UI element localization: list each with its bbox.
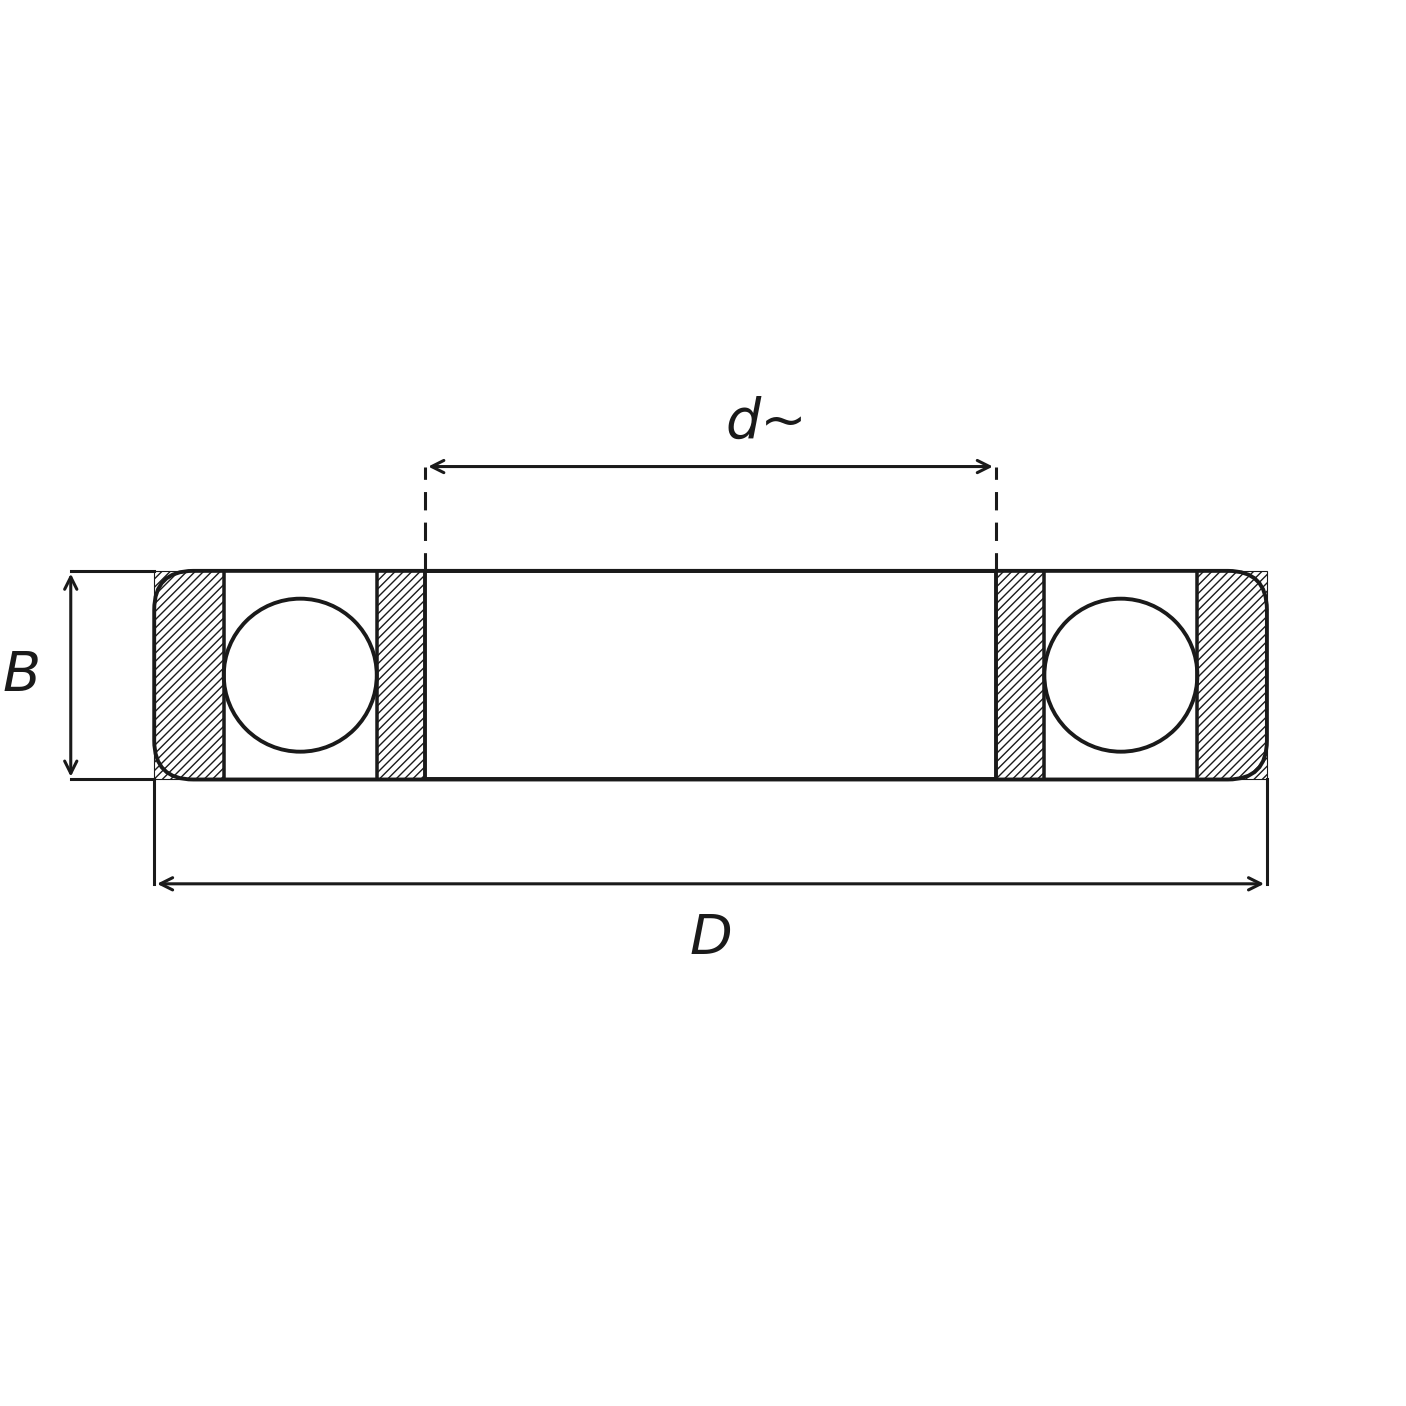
Circle shape (224, 599, 377, 752)
FancyBboxPatch shape (155, 571, 1267, 779)
Text: B: B (1, 648, 41, 702)
Text: d~: d~ (725, 395, 807, 449)
Polygon shape (377, 571, 426, 779)
Polygon shape (426, 571, 995, 779)
Text: D: D (689, 911, 733, 965)
Polygon shape (995, 571, 1045, 779)
Circle shape (1045, 599, 1198, 752)
Polygon shape (1198, 571, 1267, 779)
Polygon shape (155, 571, 224, 779)
